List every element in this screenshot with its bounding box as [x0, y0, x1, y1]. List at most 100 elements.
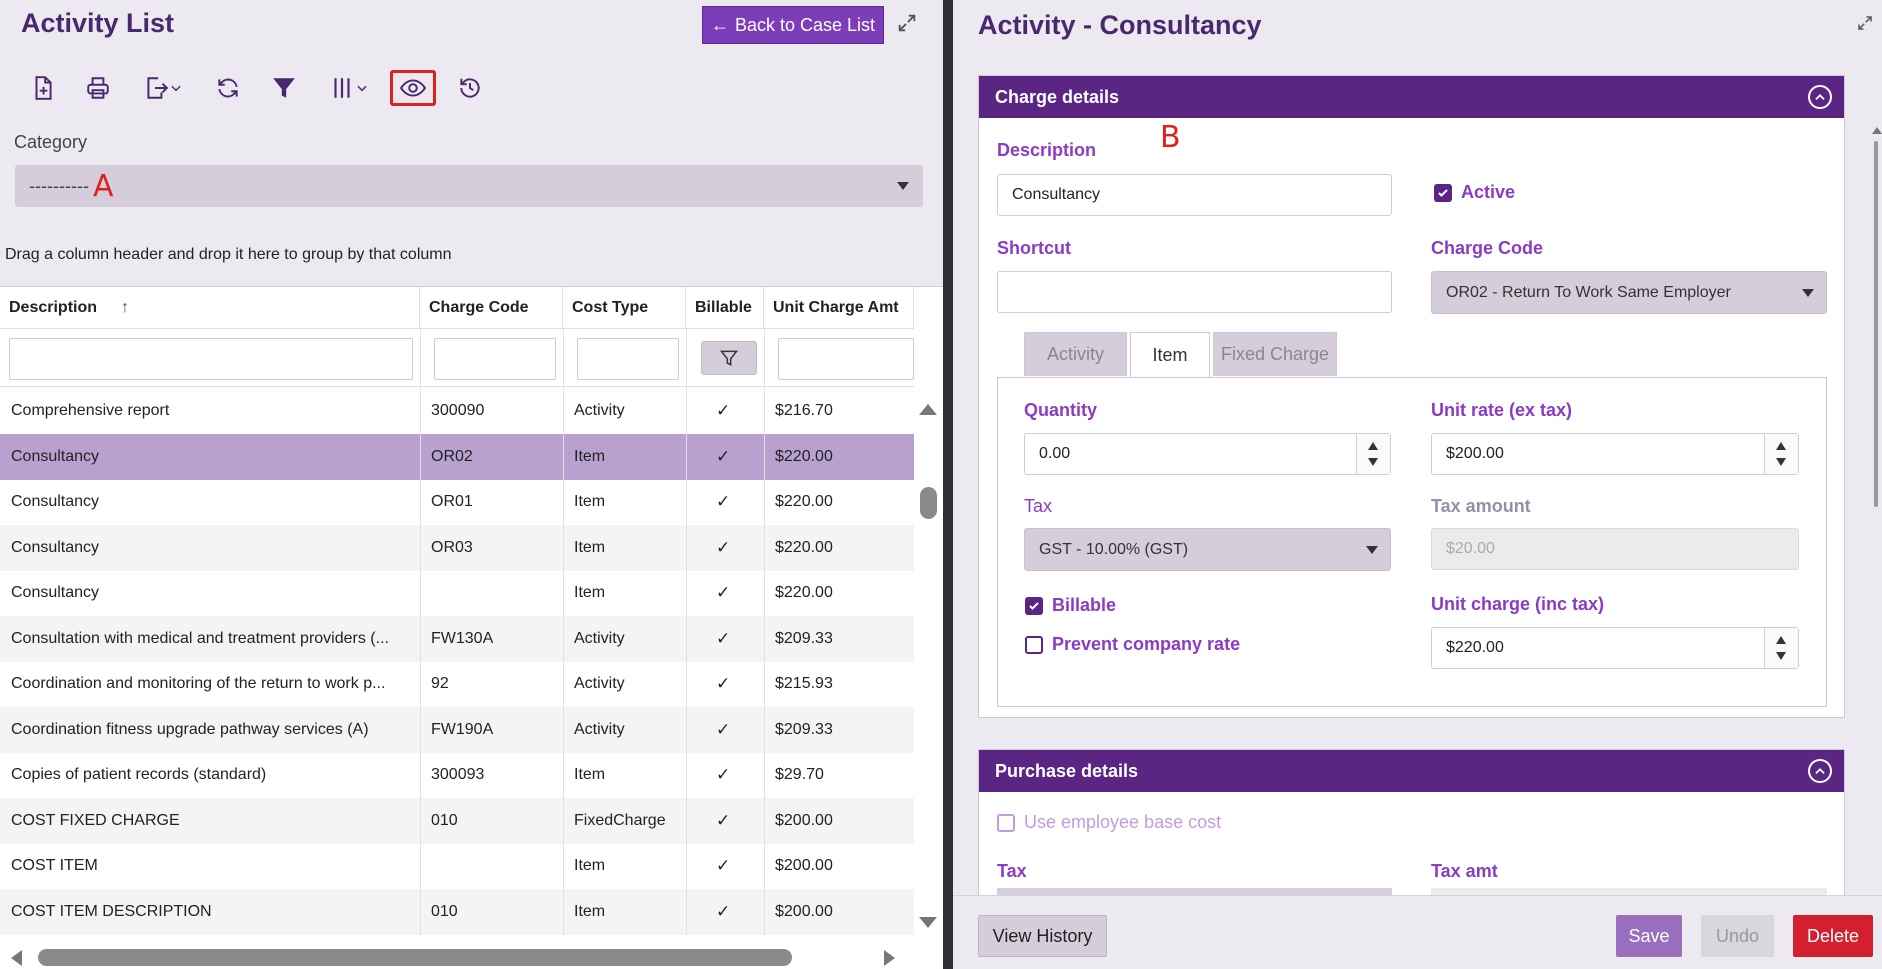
- undo-button[interactable]: Undo: [1701, 915, 1774, 957]
- view-history-button[interactable]: View History: [978, 915, 1107, 957]
- scroll-up-icon[interactable]: [1872, 127, 1882, 134]
- expand-icon[interactable]: [1856, 14, 1874, 32]
- active-checkbox[interactable]: [1434, 184, 1452, 202]
- table-row[interactable]: Consultancy Item ✓ $220.00: [0, 570, 914, 616]
- column-header-cost-type[interactable]: Cost Type: [563, 287, 686, 329]
- table-row[interactable]: Consultancy OR02 Item ✓ $220.00: [0, 434, 914, 480]
- cell-charge-code: 300093: [431, 766, 485, 783]
- column-header-description[interactable]: Description ↑: [0, 287, 420, 329]
- increment-icon[interactable]: [1776, 636, 1786, 644]
- description-filter-input[interactable]: [9, 338, 413, 380]
- checkmark-icon: ✓: [716, 629, 731, 648]
- cell-unit-charge-amt: $220.00: [775, 539, 833, 556]
- cell-cost-type: Activity: [574, 402, 625, 419]
- eye-icon[interactable]: [390, 70, 436, 106]
- table-row[interactable]: Consultancy OR03 Item ✓ $220.00: [0, 525, 914, 571]
- horizontal-scrollbar[interactable]: [0, 943, 943, 969]
- table-row[interactable]: Copies of patient records (standard) 3000…: [0, 752, 914, 798]
- cell-description: COST ITEM: [11, 857, 98, 874]
- charge-code-select[interactable]: OR02 - Return To Work Same Employer: [1431, 271, 1827, 314]
- save-button[interactable]: Save: [1616, 915, 1682, 957]
- back-to-case-list-button[interactable]: ← Back to Case List: [702, 6, 884, 44]
- billable-checkbox[interactable]: [1025, 597, 1043, 615]
- scroll-left-icon[interactable]: [11, 950, 22, 966]
- column-header-unit-charge-amt[interactable]: Unit Charge Amt: [764, 287, 914, 329]
- table-row[interactable]: Consultancy OR01 Item ✓ $220.00: [0, 479, 914, 525]
- detail-scroll-thumb[interactable]: [1874, 141, 1878, 507]
- vertical-scroll-thumb[interactable]: [920, 487, 937, 519]
- pane-splitter[interactable]: [943, 0, 953, 969]
- expand-icon[interactable]: [896, 12, 918, 34]
- use-employee-base-cost-label: Use employee base cost: [1024, 812, 1222, 832]
- billable-label: Billable: [1052, 595, 1117, 615]
- charge-details-header[interactable]: Charge details: [979, 76, 1844, 118]
- scroll-down-icon[interactable]: [919, 917, 937, 928]
- cell-cost-type: Item: [574, 857, 606, 874]
- grid-header: Description ↑ Charge Code Cost Type Bill…: [0, 287, 914, 329]
- tab-activity[interactable]: Activity: [1024, 332, 1127, 376]
- table-row[interactable]: Coordination and monitoring of the retur…: [0, 661, 914, 707]
- purchase-tax-select[interactable]: [997, 888, 1392, 895]
- shortcut-input[interactable]: [997, 271, 1392, 313]
- prevent-company-rate-checkbox[interactable]: [1025, 636, 1043, 654]
- cell-unit-charge-amt: $209.33: [775, 721, 833, 738]
- delete-button[interactable]: Delete: [1793, 915, 1873, 957]
- cell-billable: ✓: [686, 388, 764, 434]
- stepper-buttons[interactable]: [1764, 628, 1798, 668]
- collapse-icon[interactable]: [1808, 759, 1832, 783]
- annotation-marker-a: A: [92, 168, 114, 204]
- arrow-left-icon: ←: [710, 14, 729, 35]
- prevent-company-rate-label: Prevent company rate: [1052, 634, 1241, 654]
- unit-charge-stepper[interactable]: $220.00: [1431, 627, 1799, 669]
- scroll-right-icon[interactable]: [884, 950, 895, 966]
- export-icon[interactable]: [138, 68, 188, 108]
- collapse-icon[interactable]: [1808, 85, 1832, 109]
- table-row[interactable]: COST ITEM Item ✓ $200.00: [0, 843, 914, 889]
- decrement-icon[interactable]: [1776, 458, 1786, 466]
- purchase-details-header[interactable]: Purchase details: [979, 750, 1844, 792]
- vertical-scrollbar[interactable]: [914, 387, 943, 943]
- history-icon[interactable]: [454, 68, 486, 108]
- increment-icon[interactable]: [1368, 442, 1378, 450]
- tax-select[interactable]: GST - 10.00% (GST): [1024, 528, 1391, 571]
- tab-fixed-charge[interactable]: Fixed Charge: [1213, 332, 1337, 376]
- page-title: Activity List: [21, 8, 175, 38]
- table-row[interactable]: Comprehensive report 300090 Activity ✓ $216.…: [0, 388, 914, 434]
- billable-filter-button[interactable]: [701, 341, 757, 375]
- table-row[interactable]: COST FIXED CHARGE 010 FixedCharge ✓ $200.00: [0, 798, 914, 844]
- purchase-details-section: Purchase details Use employee base cost …: [978, 749, 1845, 895]
- cost-type-filter-input[interactable]: [577, 338, 679, 380]
- add-document-icon[interactable]: [28, 68, 58, 108]
- category-select[interactable]: ---------- A: [15, 165, 923, 207]
- filter-icon[interactable]: [268, 68, 300, 108]
- tax-label: Tax: [1024, 496, 1053, 516]
- cell-charge-code: OR03: [431, 539, 473, 556]
- group-drop-area[interactable]: Drag a column header and drop it here to…: [5, 246, 452, 263]
- decrement-icon[interactable]: [1368, 458, 1378, 466]
- use-employee-base-cost-checkbox[interactable]: [997, 814, 1015, 832]
- table-row[interactable]: Consultation with medical and treatment …: [0, 616, 914, 662]
- column-header-charge-code[interactable]: Charge Code: [420, 287, 563, 329]
- tab-item[interactable]: Item: [1130, 332, 1210, 378]
- quantity-label: Quantity: [1024, 400, 1098, 420]
- column-header-billable[interactable]: Billable: [686, 287, 764, 329]
- detail-vertical-scrollbar[interactable]: [1870, 127, 1882, 895]
- quantity-stepper[interactable]: 0.00: [1024, 433, 1391, 475]
- quantity-value: 0.00: [1039, 445, 1071, 462]
- print-icon[interactable]: [82, 68, 114, 108]
- table-row[interactable]: Coordination fitness upgrade pathway ser…: [0, 707, 914, 753]
- decrement-icon[interactable]: [1776, 652, 1786, 660]
- description-input[interactable]: Consultancy: [997, 174, 1392, 216]
- stepper-buttons[interactable]: [1764, 434, 1798, 474]
- stepper-buttons[interactable]: [1356, 434, 1390, 474]
- cell-cost-type: Activity: [574, 630, 625, 647]
- refresh-icon[interactable]: [212, 68, 244, 108]
- horizontal-scroll-thumb[interactable]: [38, 949, 792, 966]
- columns-icon[interactable]: [324, 68, 374, 108]
- unit-rate-stepper[interactable]: $200.00: [1431, 433, 1799, 475]
- table-row[interactable]: COST ITEM DESCRIPTION 010 Item ✓ $200.00: [0, 889, 914, 935]
- charge-code-filter-input[interactable]: [434, 338, 556, 380]
- scroll-up-icon[interactable]: [919, 404, 937, 415]
- increment-icon[interactable]: [1776, 442, 1786, 450]
- unit-charge-filter-input[interactable]: [778, 338, 914, 380]
